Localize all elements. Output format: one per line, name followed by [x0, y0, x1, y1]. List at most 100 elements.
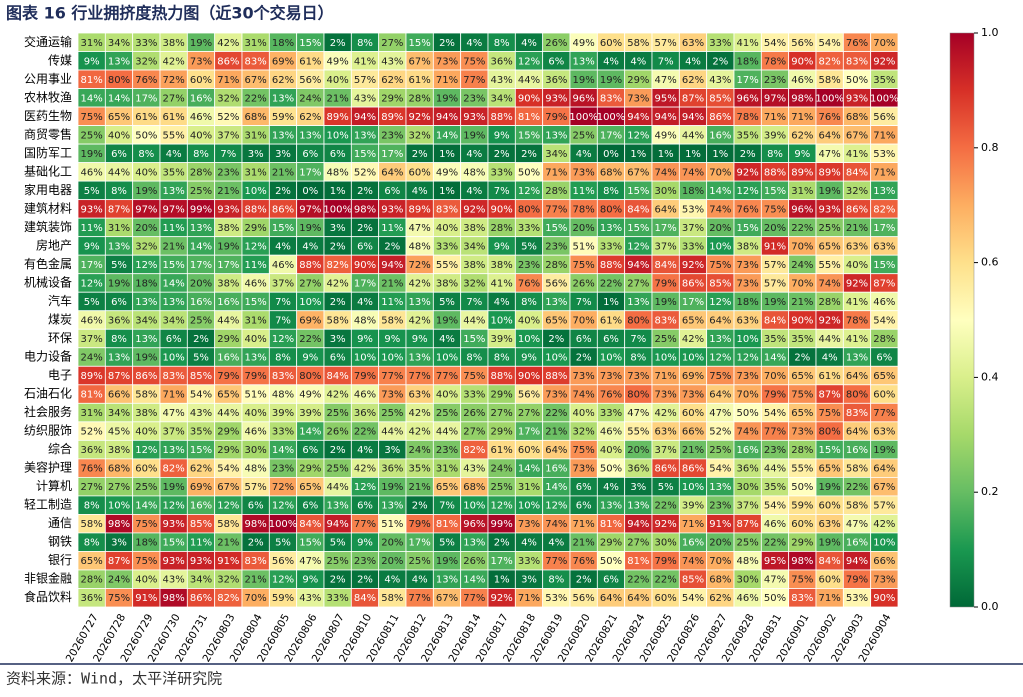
cell-label: 49% [573, 38, 595, 49]
cell-label: 31% [81, 408, 103, 419]
cell-label: 13% [409, 353, 431, 364]
cell-label: 46% [600, 427, 622, 438]
cell-label: 46% [354, 390, 376, 401]
cell-label: 86% [190, 593, 212, 604]
cell-label: 64% [627, 593, 649, 604]
cell-label: 20% [627, 445, 649, 456]
cell-label: 19% [819, 186, 841, 197]
cell-label: 54% [217, 464, 239, 475]
cell-label: 1% [658, 149, 674, 160]
cell-label: 12% [135, 445, 157, 456]
cell-label: 61% [819, 371, 841, 382]
cell-label: 54% [709, 464, 731, 475]
cell-label: 1% [494, 575, 510, 586]
cell-label: 25% [491, 482, 513, 493]
cell-label: 34% [463, 241, 485, 252]
cell-label: 17% [409, 538, 431, 549]
cell-label: 6% [548, 56, 564, 67]
cell-label: 82% [873, 204, 895, 215]
cell-label: 26% [463, 408, 485, 419]
cell-label: 27% [163, 93, 185, 104]
cell-label: 93% [81, 204, 103, 215]
cell-label: 2% [439, 38, 455, 49]
cell-label: 25% [190, 186, 212, 197]
cell-label: 77% [463, 75, 485, 86]
cell-label: 8% [630, 353, 646, 364]
cell-label: 13% [463, 538, 485, 549]
cell-label: 6% [576, 482, 592, 493]
cell-label: 29% [217, 334, 239, 345]
cell-label: 9% [84, 56, 100, 67]
cell-label: 32% [135, 241, 157, 252]
cell-label: 29% [245, 223, 267, 234]
cell-label: 2% [412, 149, 428, 160]
cell-label: 56% [299, 75, 321, 86]
cell-label: 12% [491, 501, 513, 512]
cell-label: 90% [354, 260, 376, 271]
cell-label: 62% [272, 75, 294, 86]
row-label: 美容护理 [24, 460, 72, 475]
cell-label: 68% [245, 112, 267, 123]
cell-label: 8% [84, 538, 100, 549]
cell-label: 23% [381, 130, 403, 141]
cell-label: 79% [655, 556, 677, 567]
cell-label: 4% [275, 241, 291, 252]
cell-label: 64% [819, 130, 841, 141]
cell-label: 67% [436, 593, 458, 604]
cell-label: 71% [819, 593, 841, 604]
cell-label: 11% [381, 223, 403, 234]
cell-label: 8% [603, 186, 619, 197]
cell-label: 13% [436, 575, 458, 586]
cell-label: 15% [627, 223, 649, 234]
cell-label: 9% [794, 149, 810, 160]
cell-label: 32% [217, 575, 239, 586]
cell-label: 79% [545, 112, 567, 123]
row-label: 建筑材料 [24, 200, 72, 215]
cell-label: 72% [163, 75, 185, 86]
colorbar-tick-label: 0.0 [981, 600, 999, 613]
cell-label: 60% [600, 38, 622, 49]
cell-label: 26% [573, 278, 595, 289]
cell-label: 2% [330, 575, 346, 586]
cell-label: 50% [764, 593, 786, 604]
cell-label: 40% [108, 130, 130, 141]
cell-label: 74% [682, 556, 704, 567]
cell-label: 22% [354, 427, 376, 438]
cell-label: 28% [81, 575, 103, 586]
cell-label: 75% [463, 56, 485, 67]
cell-label: 96% [737, 93, 759, 104]
row-label: 环保 [48, 331, 72, 345]
cell-label: 83% [655, 316, 677, 327]
cell-label: 96% [573, 93, 595, 104]
cell-label: 12% [709, 297, 731, 308]
cell-label: 54% [819, 38, 841, 49]
cell-label: 8% [767, 149, 783, 160]
cell-label: 74% [709, 204, 731, 215]
cell-label: 44% [463, 316, 485, 327]
cell-label: 12% [545, 501, 567, 512]
cell-label: 38% [108, 445, 130, 456]
cell-label: 44% [682, 130, 704, 141]
cell-label: 27% [627, 538, 649, 549]
cell-label: 40% [436, 390, 458, 401]
cell-label: 31% [245, 38, 267, 49]
cell-label: 10% [327, 130, 349, 141]
cell-label: 47% [846, 519, 868, 530]
row-label: 煤炭 [48, 313, 72, 327]
cell-label: 89% [81, 371, 103, 382]
cell-label: 64% [381, 167, 403, 178]
cell-label: 23% [272, 464, 294, 475]
cell-label: 60% [819, 501, 841, 512]
cell-label: 16% [682, 538, 704, 549]
cell-label: 37% [655, 241, 677, 252]
cell-label: 18% [135, 278, 157, 289]
cell-label: 90% [791, 56, 813, 67]
cell-label: 60% [135, 464, 157, 475]
cell-label: 2% [384, 241, 400, 252]
cell-label: 73% [518, 519, 540, 530]
cell-label: 48% [354, 316, 376, 327]
cell-label: 92% [491, 593, 513, 604]
cell-label: 67% [627, 167, 649, 178]
cell-label: 73% [573, 464, 595, 475]
cell-label: 31% [108, 223, 130, 234]
